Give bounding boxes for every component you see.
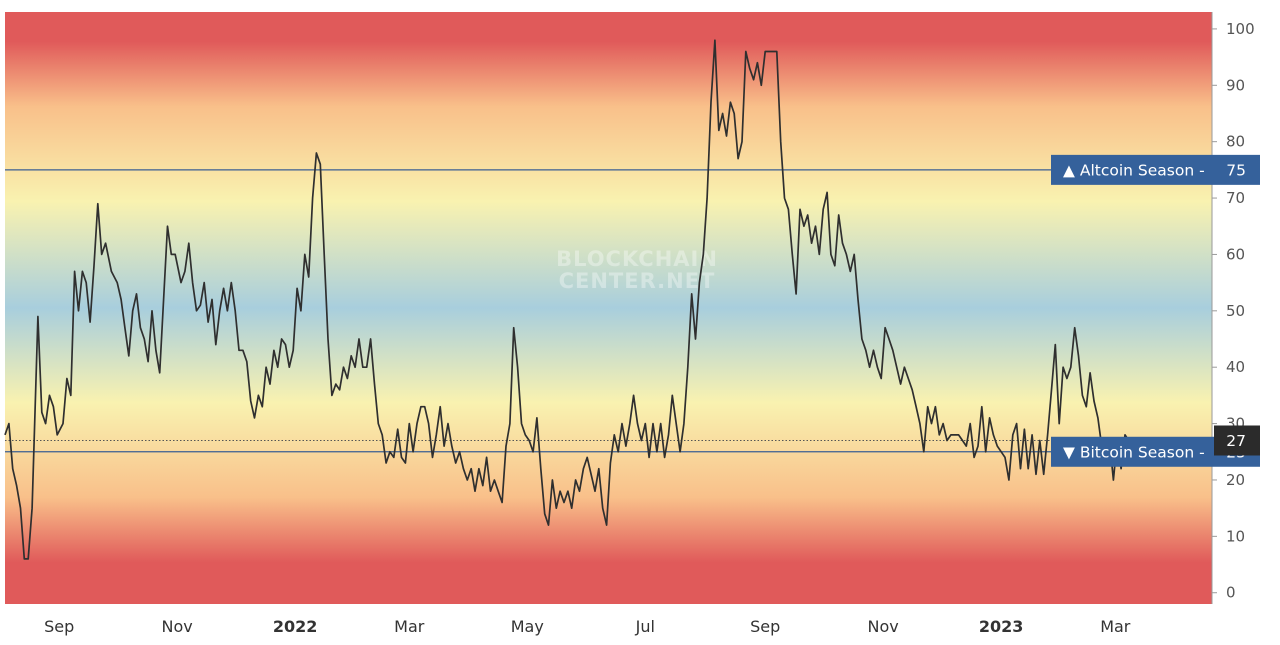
x-tick-label: 2023 [979, 617, 1024, 636]
y-tick-label: 50 [1226, 302, 1245, 320]
threshold-badges: ▲ Altcoin Season -75▼ Bitcoin Season -25… [1051, 154, 1260, 467]
x-tick-label: Mar [394, 617, 425, 636]
threshold-badge: ▲ Altcoin Season - 75 [1051, 154, 1260, 185]
x-tick-label: Nov [868, 617, 899, 636]
x-axis-ticks: Sep Nov 2022 Mar May Jul Sep Nov 2023 Mar [44, 617, 1131, 636]
watermark-line-2: CENTER.NET [559, 269, 716, 293]
threshold-badge-label: ▼ Bitcoin Season - [1063, 443, 1205, 461]
threshold-badge-bg [1051, 154, 1260, 185]
x-tick-label: Nov [162, 617, 193, 636]
threshold-badge-label: ▲ Altcoin Season - [1063, 161, 1205, 179]
x-tick-label: Mar [1100, 617, 1131, 636]
y-tick-label: 10 [1226, 527, 1245, 545]
x-tick-label: 2022 [273, 617, 318, 636]
watermark: BLOCKCHAIN CENTER.NET [556, 247, 718, 293]
y-tick-label: 20 [1226, 471, 1245, 489]
x-tick-label: Sep [44, 617, 74, 636]
x-tick-label: May [511, 617, 544, 636]
y-tick-label: 70 [1226, 189, 1245, 207]
series-line [4, 39, 1143, 560]
x-tick-label: Sep [750, 617, 780, 636]
y-tick-label: 80 [1226, 133, 1245, 151]
current-value-badge-bg [1214, 425, 1260, 456]
current-value-label: 27 [1226, 432, 1246, 450]
x-tick-label: Jul [635, 617, 655, 636]
watermark-line-1: BLOCKCHAIN [556, 247, 718, 271]
current-value-badge: 27 [1214, 425, 1260, 456]
y-tick-label: 90 [1226, 76, 1245, 94]
y-tick-label: 60 [1226, 245, 1245, 263]
threshold-badge-value: 75 [1226, 161, 1246, 179]
y-tick-label: 0 [1226, 584, 1236, 602]
y-tick-label: 100 [1226, 20, 1255, 38]
plot-area [5, 12, 1212, 604]
y-tick-label: 40 [1226, 358, 1245, 376]
